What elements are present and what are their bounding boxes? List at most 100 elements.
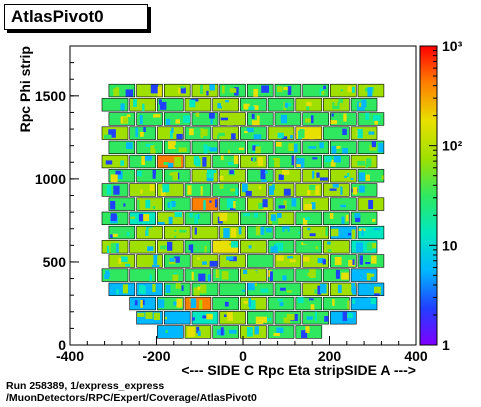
tile-speckle [332,184,339,188]
x-axis-label: <--- SIDE C Rpc Eta stripSIDE A ---> [181,362,416,378]
tile-speckle [331,113,334,117]
tile-speckle [317,258,325,264]
tile-speckle [113,143,120,152]
tile-speckle [314,311,317,322]
tile-speckle [139,115,143,125]
tile-speckle [203,146,211,150]
tile-speckle [118,257,122,264]
tile-speckle [357,160,366,166]
tile-speckle [327,241,331,245]
chamber-tile [350,296,378,311]
tile-speckle [206,90,209,96]
tile-speckle [309,133,315,140]
tile-speckle [140,131,144,137]
tile-speckle [248,106,255,110]
tile-speckle [352,259,355,265]
tile-speckle [306,101,312,107]
tile-speckle [243,301,248,304]
tile-speckle [303,242,307,245]
tile-speckle [378,142,384,153]
tile-speckle [359,172,365,182]
tile-speckle [261,85,269,93]
tile-speckle [224,301,229,307]
tile-speckle [116,289,119,295]
chamber-tile [136,140,163,154]
tile-speckle [257,157,264,166]
tile-speckle [140,299,143,308]
tile-speckle [309,233,316,237]
tile-speckle [283,328,292,338]
tile-speckle [241,329,247,333]
tile-speckle [134,300,138,306]
tile-speckle [211,169,217,174]
tile-speckle [187,185,192,195]
chamber-tiles [101,83,385,339]
tile-speckle [255,316,264,324]
x-tick-label: 0 [239,348,247,364]
tile-speckle [345,214,349,222]
chamber-tile [302,225,329,240]
tile-speckle [202,315,207,319]
tile-speckle [242,183,248,193]
tile-speckle [243,269,248,275]
tile-speckle [145,199,151,209]
tile-speckle [110,174,118,182]
chamber-tile [184,268,212,282]
tile-speckle [296,117,300,125]
chamber-tile [136,169,163,183]
tile-speckle [135,127,138,138]
tile-speckle [189,128,194,136]
tile-speckle [110,213,117,221]
tile-speckle [202,129,208,136]
tile-speckle [172,171,178,181]
tile-speckle [151,264,160,268]
tile-speckle [323,85,327,90]
tile-speckle [219,212,228,222]
tile-speckle [199,299,203,310]
tile-speckle [253,88,258,97]
tile-speckle [282,169,290,175]
tile-speckle [270,271,273,282]
tile-speckle [209,113,215,119]
tile-speckle [110,243,117,253]
tile-speckle [312,170,315,179]
tile-speckle [169,257,175,262]
tile-speckle [315,199,319,208]
tile-speckle [365,87,369,92]
chamber-tile [247,112,274,126]
tile-speckle [226,312,233,317]
tile-speckle [277,132,284,139]
tile-speckle [116,284,120,288]
tile-speckle [309,185,316,191]
tile-speckle [176,298,183,308]
tile-speckle [226,198,235,209]
tile-speckle [174,212,183,218]
tile-speckle [276,327,284,334]
tile-speckle [152,283,156,293]
tile-speckle [351,86,355,93]
tile-speckle [314,289,318,294]
tile-speckle [327,249,332,252]
tile-speckle [304,327,307,332]
chamber-tile [164,311,191,325]
tile-speckle [258,185,262,190]
tile-speckle [123,117,128,124]
tile-speckle [209,260,218,267]
tile-speckle [105,271,110,277]
tile-speckle [255,226,262,236]
tile-speckle [157,299,165,309]
tile-speckle [154,145,158,150]
chamber-tile [295,240,323,254]
chamber-tile [219,169,246,183]
chamber-tile [247,169,274,183]
tile-speckle [315,246,318,250]
tile-speckle [230,188,238,192]
tile-speckle [374,293,380,296]
tile-speckle [284,102,288,108]
tile-speckle [222,85,225,94]
tile-speckle [358,102,362,107]
tile-speckle [283,317,291,324]
tile-speckle [355,215,361,223]
tile-speckle [366,242,373,251]
tile-speckle [106,184,112,195]
